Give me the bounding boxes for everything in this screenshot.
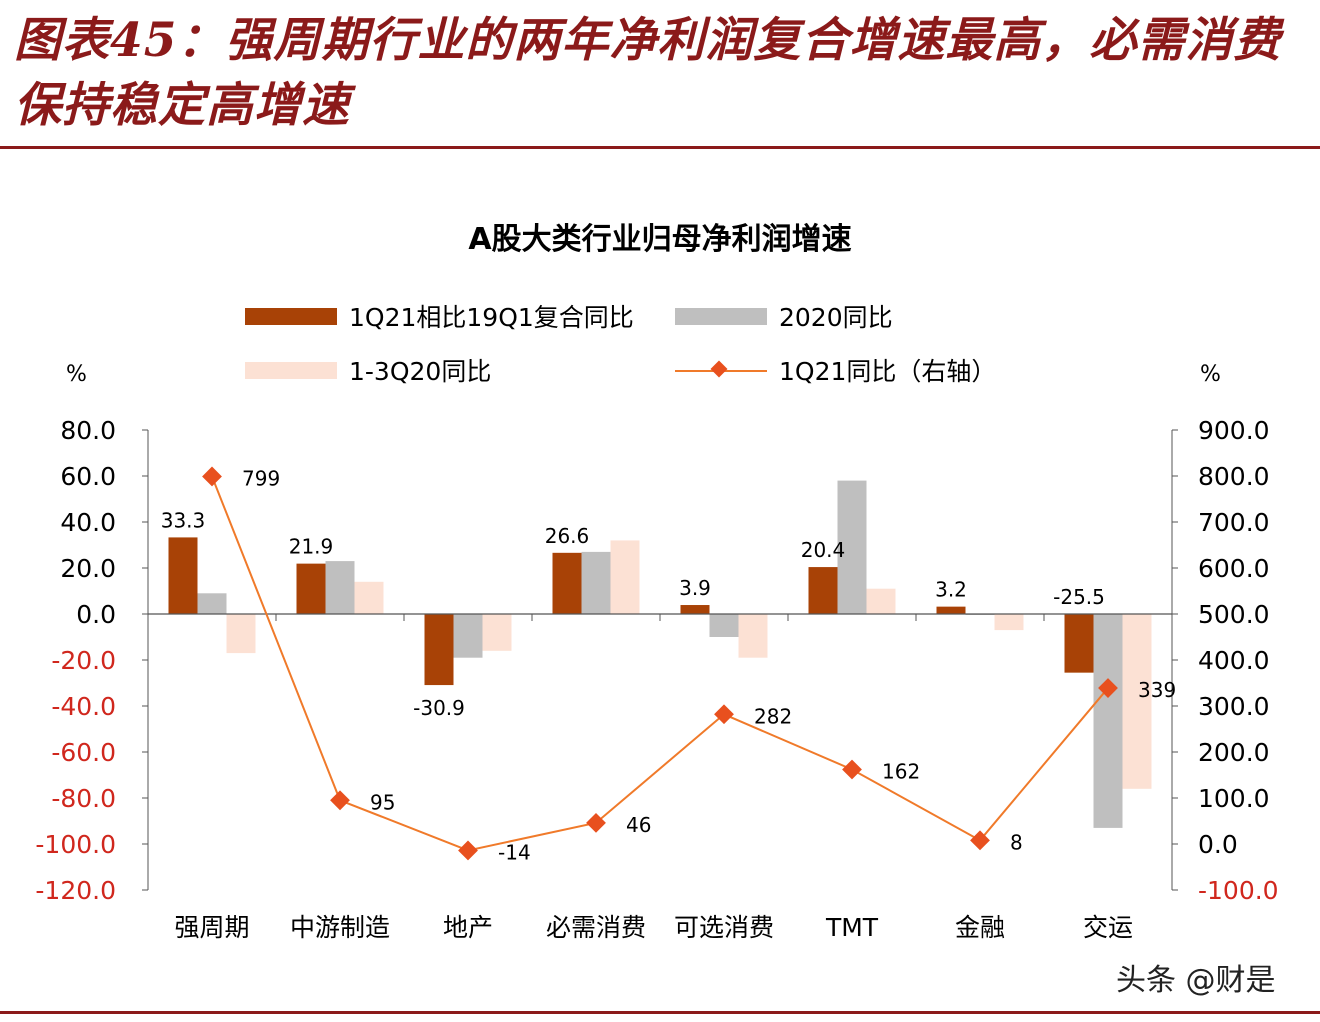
right-tick-label: 700.0: [1198, 508, 1270, 537]
line-data-label: 282: [754, 704, 792, 728]
bar-series-3: [866, 588, 896, 614]
right-tick-label: -100.0: [1198, 876, 1279, 905]
bar-series-1: [168, 537, 198, 614]
bottom-divider: [0, 1011, 1320, 1014]
bar-series-3: [482, 614, 512, 651]
line-marker: [586, 812, 606, 833]
bar-series-1: [680, 605, 710, 614]
legend-swatch-1-3q20: [245, 361, 337, 379]
line-data-label: 162: [882, 759, 920, 783]
legend-item-1q21-vs-19q1: 1Q21相比19Q1复合同比: [245, 298, 634, 334]
legend-item-2020: 2020同比: [675, 298, 893, 334]
bar-series-1: [424, 614, 454, 686]
bar-series-1: [808, 567, 838, 614]
line-marker: [970, 830, 990, 851]
bar-data-label: 33.3: [161, 508, 206, 532]
legend-label-1q21-line: 1Q21同比（右轴）: [779, 357, 997, 386]
line-marker: [330, 790, 350, 811]
bar-data-label: 3.2: [935, 578, 967, 602]
legend-swatch-1q21-vs-19q1: [245, 307, 337, 325]
bar-series-2: [1093, 614, 1123, 828]
left-tick-label: -60.0: [51, 738, 116, 767]
left-tick-label: -40.0: [51, 692, 116, 721]
bar-series-2: [453, 614, 483, 658]
right-axis-unit: %: [1200, 362, 1221, 387]
line-marker: [842, 759, 862, 780]
left-tick-label: 40.0: [60, 508, 116, 537]
figure-title: 图表45：强周期行业的两年净利润复合增速最高，必需消费保持稳定高增速: [14, 13, 1282, 133]
line-series-1q21: [211, 476, 1109, 852]
category-label: 金融: [955, 913, 1005, 942]
legend-label-2020: 2020同比: [779, 303, 893, 332]
chart-title: A股大类行业归母净利润增速: [468, 222, 852, 257]
bar-series-1: [552, 552, 582, 614]
bar-data-label: 3.9: [679, 576, 711, 600]
left-tick-label: 20.0: [60, 554, 116, 583]
legend-swatch-2020: [675, 307, 767, 325]
line-marker: [1098, 678, 1118, 698]
legend-label-1-3q20: 1-3Q20同比: [349, 357, 492, 386]
bar-series-2: [709, 614, 739, 637]
bar-series-1: [296, 563, 326, 614]
right-tick-label: 800.0: [1198, 462, 1270, 491]
right-tick-label: 400.0: [1198, 646, 1270, 675]
bar-data-label: 21.9: [289, 535, 334, 559]
bar-data-label: -25.5: [1053, 585, 1105, 609]
bar-series-3: [994, 614, 1024, 631]
bar-series-3: [1122, 614, 1152, 789]
left-tick-label: -120.0: [35, 876, 116, 905]
line-data-label: 95: [370, 790, 395, 814]
right-tick-label: 0.0: [1198, 830, 1238, 859]
left-tick-label: 0.0: [76, 600, 116, 629]
left-tick-label: 60.0: [60, 462, 116, 491]
right-tick-label: 100.0: [1198, 784, 1270, 813]
category-label: 必需消费: [546, 913, 646, 942]
bar-series-2: [197, 593, 227, 614]
legend-item-1-3q20: 1-3Q20同比: [245, 352, 491, 388]
right-tick-label: 300.0: [1198, 692, 1270, 721]
bar-series-3: [738, 614, 768, 658]
bar-series-1: [1064, 614, 1094, 673]
category-label: 中游制造: [290, 913, 390, 942]
right-tick-label: 200.0: [1198, 738, 1270, 767]
category-label: TMT: [825, 913, 879, 942]
bar-series-3: [226, 614, 256, 654]
category-label: 强周期: [174, 913, 249, 942]
bar-series-3: [354, 581, 384, 614]
right-tick-label: 900.0: [1198, 416, 1270, 445]
category-label: 可选消费: [674, 913, 774, 942]
bar-data-label: 26.6: [545, 524, 590, 548]
line-marker: [714, 704, 734, 725]
line-marker: [202, 466, 222, 487]
legend-item-1q21-line: 1Q21同比（右轴）: [675, 352, 996, 388]
bar-series-2: [325, 561, 355, 614]
left-tick-label: -80.0: [51, 784, 116, 813]
line-data-label: -14: [498, 840, 531, 864]
line-data-label: 8: [1010, 830, 1023, 854]
left-axis-unit: %: [66, 362, 87, 387]
bar-data-label: -30.9: [413, 696, 465, 720]
legend-label-1q21-vs-19q1: 1Q21相比19Q1复合同比: [349, 303, 634, 332]
bar-series-1: [936, 606, 966, 614]
category-label: 交运: [1083, 913, 1133, 942]
bar-data-label: 20.4: [801, 538, 846, 562]
bar-series-2: [837, 480, 867, 614]
right-tick-label: 500.0: [1198, 600, 1270, 629]
line-data-label: 46: [626, 813, 651, 837]
legend-swatch-1q21-line: [675, 360, 767, 379]
right-tick-label: 600.0: [1198, 554, 1270, 583]
line-data-label: 339: [1138, 678, 1176, 702]
title-divider: [0, 146, 1320, 149]
watermark: 头条 @财是: [1116, 963, 1276, 998]
left-tick-label: -100.0: [35, 830, 116, 859]
bar-series-2: [581, 551, 611, 614]
left-tick-label: -20.0: [51, 646, 116, 675]
line-marker: [458, 840, 478, 861]
bar-series-3: [610, 540, 640, 614]
left-tick-label: 80.0: [60, 416, 116, 445]
line-data-label: 799: [242, 466, 280, 490]
category-label: 地产: [443, 913, 493, 942]
